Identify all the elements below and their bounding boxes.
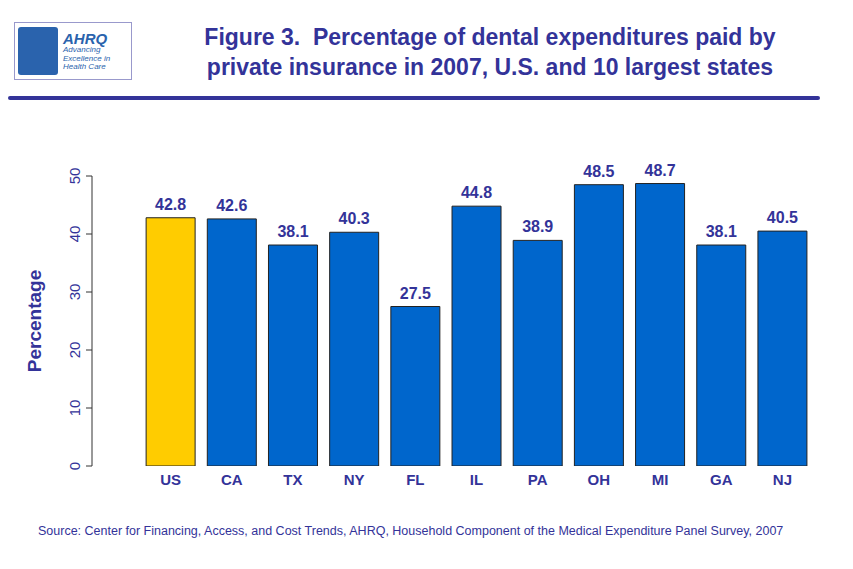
svg-text:GA: GA	[710, 471, 733, 488]
svg-text:42.6: 42.6	[216, 197, 247, 214]
html-text:Figure 3. Percentage of dental: Figure 3. Percentage of dental expenditu…	[204, 24, 776, 80]
svg-text:NJ: NJ	[773, 471, 792, 488]
html-text:Percentage: Percentage	[24, 269, 45, 373]
html-text:Advancing: Advancing	[63, 45, 101, 55]
svg-text:42.8: 42.8	[155, 196, 186, 213]
svg-text:40: 40	[66, 226, 83, 243]
svg-text:TX: TX	[283, 471, 302, 488]
svg-text:38.1: 38.1	[706, 223, 737, 240]
svg-text:0: 0	[66, 462, 83, 470]
svg-text:10: 10	[66, 400, 83, 417]
html-text:Excellence in: Excellence in	[63, 53, 111, 63]
svg-text:MI: MI	[652, 471, 669, 488]
html-text:Source: Center for Financing,: Source: Center for Financing, Access, an…	[38, 524, 784, 538]
svg-text:48.5: 48.5	[583, 163, 614, 180]
svg-text:40.5: 40.5	[767, 209, 798, 226]
svg-text:38.1: 38.1	[277, 223, 308, 240]
svg-text:IL: IL	[470, 471, 483, 488]
svg-text:38.9: 38.9	[522, 218, 553, 235]
html-text:AHRQ: AHRQ	[63, 29, 108, 47]
svg-text:PA: PA	[528, 471, 548, 488]
svg-text:44.8: 44.8	[461, 184, 492, 201]
svg-text:30: 30	[66, 284, 83, 301]
svg-text:OH: OH	[588, 471, 611, 488]
svg-text:40.3: 40.3	[339, 210, 370, 227]
svg-text:20: 20	[66, 342, 83, 359]
svg-text:48.7: 48.7	[645, 162, 676, 179]
html-text:Health Care: Health Care	[63, 62, 106, 72]
svg-text:50: 50	[66, 168, 83, 185]
svg-text:CA: CA	[221, 471, 243, 488]
svg-text:27.5: 27.5	[400, 285, 431, 302]
svg-text:FL: FL	[406, 471, 424, 488]
svg-text:US: US	[160, 471, 181, 488]
svg-text:NY: NY	[344, 471, 365, 488]
